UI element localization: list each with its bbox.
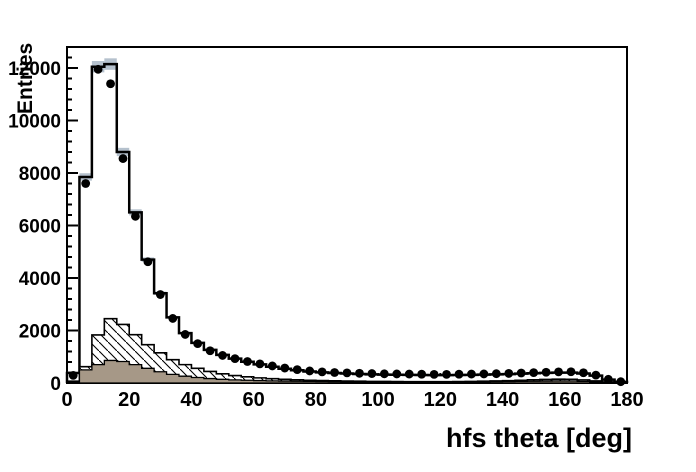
- y-tick-label: 0: [50, 374, 61, 395]
- data-point: [180, 330, 190, 339]
- data-point: [529, 368, 539, 378]
- data-point: [504, 369, 514, 378]
- data-point: [317, 367, 327, 377]
- data-point: [467, 369, 476, 379]
- data-point: [442, 369, 451, 379]
- data-point: [267, 361, 277, 371]
- data-point: [230, 354, 240, 363]
- data-point: [417, 369, 427, 379]
- x-tick-label: 80: [305, 389, 327, 411]
- data-point: [379, 369, 389, 379]
- x-axis-title: hfs theta [deg]: [446, 423, 632, 453]
- y-axis-title: Entries: [14, 42, 37, 114]
- data-point: [292, 365, 302, 375]
- data-point: [616, 377, 626, 387]
- data-point: [155, 290, 165, 299]
- y-tick-label: 6000: [19, 217, 61, 238]
- data-point: [591, 370, 601, 380]
- x-tick-label: 180: [610, 389, 643, 411]
- data-point: [541, 367, 551, 377]
- y-tick-label: 2000: [19, 322, 61, 343]
- data-point: [603, 374, 613, 384]
- data-point: [280, 363, 290, 373]
- data-point: [106, 79, 115, 89]
- data-point: [218, 351, 227, 360]
- data-point: [93, 64, 103, 74]
- data-point: [566, 367, 576, 377]
- data-point: [81, 179, 91, 188]
- data-point: [168, 314, 178, 323]
- data-point: [367, 369, 377, 378]
- data-point: [131, 211, 140, 221]
- data-point: [579, 368, 588, 378]
- data-point: [255, 359, 265, 369]
- x-tick-label: 40: [180, 389, 202, 411]
- data-point: [491, 369, 501, 379]
- data-point: [479, 369, 489, 379]
- y-tick-label: 10000: [8, 112, 61, 133]
- data-point: [392, 369, 402, 379]
- x-tick-label: 0: [61, 389, 72, 411]
- x-tick-label: 140: [486, 389, 519, 411]
- data-point: [454, 369, 464, 379]
- data-point: [342, 368, 352, 378]
- data-point: [554, 367, 563, 377]
- y-tick-label: 12000: [8, 59, 61, 80]
- y-tick-label: 8000: [19, 164, 61, 185]
- data-point: [193, 339, 203, 349]
- data-point: [516, 368, 526, 378]
- x-tick-label: 20: [118, 389, 140, 411]
- x-tick-label: 100: [361, 389, 394, 411]
- data-point: [429, 369, 439, 379]
- data-point: [118, 154, 128, 163]
- data-point: [143, 257, 153, 267]
- solid-hist: [66, 359, 628, 384]
- data-point: [205, 346, 215, 356]
- x-tick-label: 120: [424, 389, 457, 411]
- y-tick-label: 4000: [19, 269, 61, 290]
- x-tick-label: 160: [548, 389, 581, 411]
- data-point: [305, 366, 315, 376]
- data-point: [404, 369, 414, 379]
- data-point: [355, 368, 364, 378]
- data-point: [243, 357, 252, 366]
- data-point: [330, 368, 339, 377]
- data-point: [68, 370, 78, 380]
- x-tick-label: 60: [243, 389, 265, 411]
